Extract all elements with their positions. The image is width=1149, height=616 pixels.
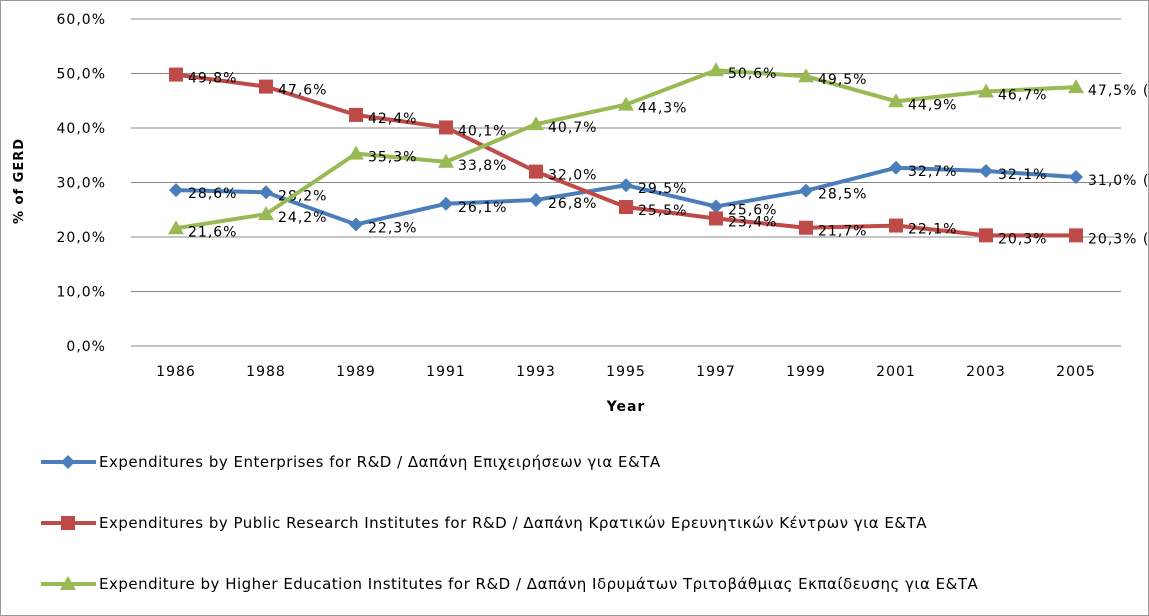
point xyxy=(799,183,813,198)
point xyxy=(979,228,993,243)
point xyxy=(1068,79,1084,94)
data-label: 26,1% xyxy=(458,200,507,216)
data-label: 47,5% (547,7 mn euro) xyxy=(1088,83,1148,99)
data-label: 21,7% xyxy=(818,224,867,240)
data-label: 44,3% xyxy=(638,101,687,117)
data-label: 20,3% (233 mn euro) xyxy=(1088,231,1148,247)
data-label: 22,1% xyxy=(908,222,957,238)
data-label: 35,3% xyxy=(368,150,417,166)
y-tick-label: 30,0% xyxy=(57,176,106,192)
point xyxy=(979,164,993,179)
legend-label: Expenditures by Public Research Institut… xyxy=(99,514,928,532)
point xyxy=(529,192,543,207)
x-tick-label: 1989 xyxy=(336,364,376,380)
point xyxy=(439,120,453,135)
point xyxy=(619,178,633,193)
x-tick-label: 1995 xyxy=(606,364,646,380)
x-tick-label: 1993 xyxy=(516,364,556,380)
point xyxy=(529,164,543,179)
point xyxy=(439,196,453,211)
data-label: 40,1% xyxy=(458,123,507,139)
data-label: 22,3% xyxy=(368,220,417,236)
x-tick-label: 1988 xyxy=(246,364,286,380)
data-label: 20,3% xyxy=(998,231,1047,247)
data-label: 32,0% xyxy=(548,168,597,184)
point xyxy=(888,93,904,108)
point xyxy=(61,455,75,469)
point xyxy=(709,199,723,214)
point xyxy=(169,67,183,82)
point xyxy=(889,160,903,175)
point xyxy=(1069,170,1083,185)
y-tick-label: 50,0% xyxy=(57,67,106,83)
x-tick-label: 1997 xyxy=(696,364,736,380)
point xyxy=(618,96,634,111)
x-tick-label: 1986 xyxy=(156,364,196,380)
data-label: 28,2% xyxy=(278,188,327,204)
x-tick-label: 2005 xyxy=(1056,364,1096,380)
point xyxy=(528,116,544,131)
data-label: 32,7% xyxy=(908,164,957,180)
y-tick-label: 60,0% xyxy=(57,12,106,28)
data-label: 28,5% xyxy=(818,187,867,203)
data-label: 33,8% xyxy=(458,158,507,174)
point xyxy=(978,83,994,98)
y-tick-label: 10,0% xyxy=(57,285,106,301)
point xyxy=(61,516,75,530)
data-label: 28,6% xyxy=(188,186,237,202)
point xyxy=(798,68,814,83)
point xyxy=(889,218,903,233)
data-label: 47,6% xyxy=(278,83,327,99)
legend-label: Expenditure by Higher Education Institut… xyxy=(99,575,979,593)
y-tick-label: 0,0% xyxy=(66,339,106,355)
point xyxy=(349,107,363,122)
y-tick-label: 20,0% xyxy=(57,230,106,246)
point xyxy=(799,220,813,235)
point xyxy=(169,183,183,198)
data-label: 29,5% xyxy=(638,181,687,197)
point xyxy=(60,576,76,590)
legend-label: Expenditures by Enterprises for R&D / Δα… xyxy=(99,453,661,471)
data-label: 50,6% xyxy=(728,66,777,82)
data-label: 49,8% xyxy=(188,71,237,87)
data-label: 24,2% xyxy=(278,210,327,226)
y-axis-label: % of GERD xyxy=(12,138,27,224)
data-label: 46,7% xyxy=(998,87,1047,103)
data-label: 21,6% xyxy=(188,224,237,240)
data-label: 31,0% (357 mn euro) xyxy=(1088,173,1148,189)
point xyxy=(1069,228,1083,243)
x-tick-label: 2003 xyxy=(966,364,1006,380)
point xyxy=(709,211,723,226)
data-label: 23,4% xyxy=(728,214,777,230)
data-label: 44,9% xyxy=(908,97,957,113)
x-axis-label: Year xyxy=(606,399,646,415)
point xyxy=(708,62,724,77)
data-label: 49,5% xyxy=(818,72,867,88)
data-label: 25,5% xyxy=(638,203,687,219)
x-tick-label: 1999 xyxy=(786,364,826,380)
data-label: 25,6% xyxy=(728,202,777,218)
point xyxy=(259,79,273,94)
point xyxy=(168,220,184,235)
point xyxy=(438,153,454,168)
data-label: 32,1% xyxy=(998,167,1047,183)
data-label: 42,4% xyxy=(368,111,417,127)
data-label: 26,8% xyxy=(548,196,597,212)
x-tick-label: 2001 xyxy=(876,364,916,380)
point xyxy=(619,200,633,215)
point xyxy=(348,145,364,160)
data-label: 40,7% xyxy=(548,120,597,136)
point xyxy=(258,206,274,221)
y-tick-label: 40,0% xyxy=(57,121,106,137)
x-tick-label: 1991 xyxy=(426,364,466,380)
point xyxy=(349,217,363,232)
point xyxy=(259,185,273,200)
